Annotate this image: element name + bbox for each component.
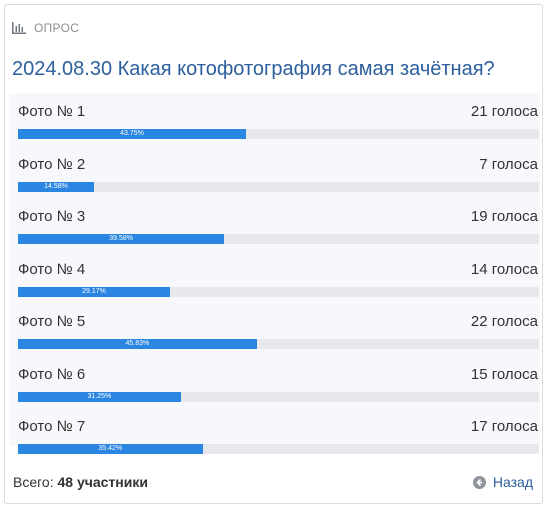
option-votes: 21 голоса — [470, 103, 538, 120]
option-percent: 14.58% — [44, 182, 68, 190]
poll-header-label: ОПРОС — [34, 21, 80, 35]
option-votes: 14 голоса — [470, 260, 538, 278]
poll-header: ОПРОС — [12, 21, 79, 35]
option-percent: 29.17% — [82, 287, 106, 295]
option-label: Фото № 4 — [18, 260, 86, 278]
bar-chart-icon — [12, 22, 26, 34]
poll-options: Фото № 1 21 голоса 43.75% Фото № 2 7 голоса 1… — [9, 93, 540, 454]
option-label: Фото № 5 — [18, 313, 86, 330]
option-label: Фото № 6 — [18, 365, 86, 383]
poll-option: Фото № 1 21 голоса 43.75% — [13, 93, 539, 145]
option-progress-fill: 31.25% — [18, 391, 181, 402]
option-progress-track: 31.25% — [18, 391, 539, 402]
option-progress-track: 14.58% — [18, 181, 539, 192]
option-percent: 31.25% — [87, 392, 112, 400]
option-progress-fill: 35.42% — [18, 444, 203, 454]
poll-total-value: 48 участники — [57, 474, 148, 490]
option-votes: 15 голоса — [470, 365, 538, 383]
option-progress-fill: 29.17% — [18, 286, 170, 297]
option-percent: 45.83% — [125, 340, 150, 347]
option-progress-track: 45.83% — [18, 339, 539, 349]
option-votes: 17 голоса — [470, 418, 538, 435]
poll-card: ОПРОС 2024.08.30 Какая котофотография са… — [4, 4, 543, 504]
poll-option: Фото № 5 22 голоса 45.83% — [13, 303, 539, 355]
option-progress-fill: 14.58% — [18, 181, 94, 192]
back-link[interactable]: Назад — [472, 474, 533, 490]
option-label: Фото № 3 — [18, 208, 86, 225]
poll-option: Фото № 2 7 голоса 14.58% — [13, 146, 539, 198]
option-progress-fill: 39.58% — [18, 234, 225, 244]
option-label: Фото № 2 — [18, 155, 86, 173]
option-percent: 39.58% — [109, 235, 133, 242]
option-percent: 43.75% — [120, 130, 144, 137]
option-label: Фото № 7 — [18, 418, 86, 435]
option-label: Фото № 1 — [18, 103, 86, 120]
option-progress-track: 29.17% — [18, 286, 539, 297]
option-progress-track: 35.42% — [18, 444, 539, 454]
back-label: Назад — [492, 474, 533, 490]
option-percent: 35.42% — [98, 445, 123, 452]
poll-option: Фото № 3 19 голоса 39.58% — [13, 198, 539, 250]
poll-total-prefix: Всего: — [13, 474, 54, 490]
option-votes: 22 голоса — [470, 313, 538, 330]
poll-total: Всего: 48 участники — [13, 474, 148, 490]
option-votes: 7 голоса — [479, 155, 538, 173]
poll-option: Фото № 6 15 голоса 31.25% — [13, 356, 539, 408]
option-progress-fill: 45.83% — [18, 339, 257, 349]
option-progress-track: 39.58% — [18, 234, 539, 244]
option-progress-track: 43.75% — [18, 129, 539, 139]
arrow-left-circle-icon — [472, 475, 486, 489]
poll-option: Фото № 7 17 голоса 35.42% — [13, 408, 539, 460]
option-votes: 19 голоса — [470, 208, 538, 225]
option-progress-fill: 43.75% — [18, 129, 246, 139]
poll-title: 2024.08.30 Какая котофотография самая за… — [12, 58, 495, 80]
poll-option: Фото № 4 14 голоса 29.17% — [13, 251, 539, 303]
